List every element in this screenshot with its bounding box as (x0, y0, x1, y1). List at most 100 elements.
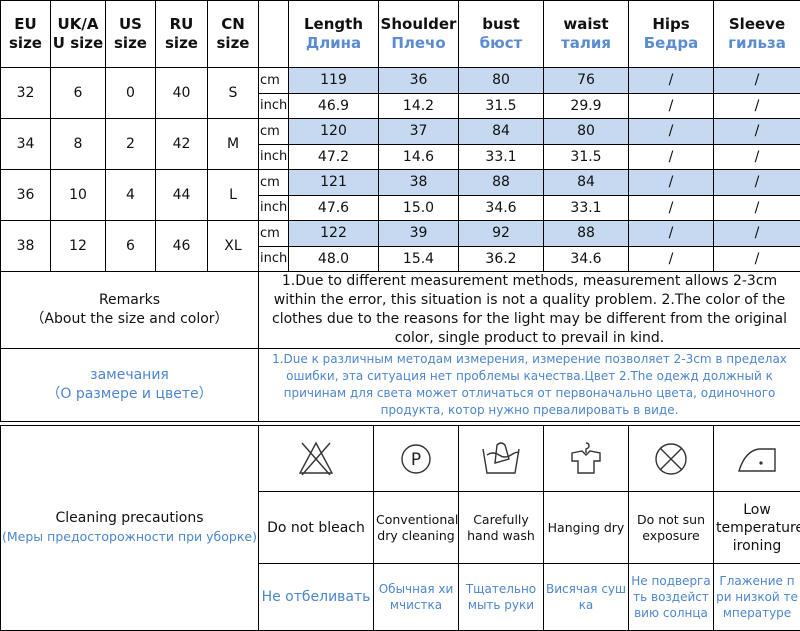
size-ru: 44 (156, 170, 208, 221)
measure-cm-value: 36 (379, 68, 459, 94)
care-icon-cell (544, 426, 629, 492)
size-ru: 42 (156, 119, 208, 170)
size-ru: 46 (156, 221, 208, 272)
label-en: Sleeve (729, 15, 785, 33)
size-us: 2 (106, 119, 156, 170)
cleaning-title: Cleaning precautions (55, 510, 203, 526)
header-ru-size: RU size (156, 1, 208, 68)
hand-wash-icon (459, 439, 543, 479)
size-uk: 12 (51, 221, 106, 272)
measure-inch-value: / (714, 144, 800, 170)
measure-cm-value: / (714, 68, 800, 94)
size-us: 6 (106, 221, 156, 272)
dry-clean-p-icon: P (374, 441, 458, 477)
measure-cm-value: 120 (289, 119, 379, 145)
measure-cm-value: 122 (289, 221, 379, 247)
remarks-ru-row: замечания （О размере и цвете） 1.Due к раз… (1, 349, 800, 422)
cleaning-table: Cleaning precautions(Меры предосторожнос… (0, 425, 800, 631)
size-uk: 8 (51, 119, 106, 170)
cleaning-icon-row: Cleaning precautions(Меры предосторожнос… (1, 426, 800, 492)
care-label-ru: Тщательно мыть руки (459, 564, 544, 631)
measure-inch-value: 29.9 (544, 93, 629, 119)
remarks-title: Remarks (99, 292, 160, 308)
label-en: Hips (652, 15, 689, 33)
measure-cm-value: 80 (459, 68, 544, 94)
care-label: Hanging dry (544, 492, 629, 564)
no-sun-icon (629, 439, 713, 479)
measure-cm-value: / (629, 68, 714, 94)
measure-inch-value: 31.5 (544, 144, 629, 170)
unit-inch: inch (259, 144, 289, 170)
size-eu: 32 (1, 68, 51, 119)
size-eu: 36 (1, 170, 51, 221)
care-label: Low temperature ironing (714, 492, 800, 564)
remarks-subtitle-ru: （О размере и цвете） (46, 386, 212, 402)
label-ru: Бедра (629, 34, 713, 53)
label-ru: гильза (714, 34, 800, 53)
size-cn: XL (208, 221, 259, 272)
measure-cm-value: 80 (544, 119, 629, 145)
remarks-ru-label: замечания （О размере и цвете） (1, 349, 259, 422)
label-en: Shoulder (381, 15, 457, 33)
size-eu: 34 (1, 119, 51, 170)
header-eu-size: EU size (1, 1, 51, 68)
label-ru: талия (544, 34, 628, 53)
care-label-ru: Глажение при низкой температуре (714, 564, 800, 631)
svg-text:P: P (411, 450, 421, 470)
care-label-ru: Висячая сушка (544, 564, 629, 631)
unit-inch: inch (259, 93, 289, 119)
measure-inch-value: 46.9 (289, 93, 379, 119)
measure-inch-value: / (629, 144, 714, 170)
no-bleach-icon (259, 439, 373, 479)
measure-inch-value: / (629, 195, 714, 221)
care-icon-cell: P (374, 426, 459, 492)
remarks-subtitle: （About the size and color） (30, 311, 228, 327)
measure-inch-value: 48.0 (289, 246, 379, 272)
size-uk: 6 (51, 68, 106, 119)
unit-cm: cm (259, 119, 289, 145)
size-ru: 40 (156, 68, 208, 119)
measure-inch-value: 34.6 (459, 195, 544, 221)
measure-inch-value: 34.6 (544, 246, 629, 272)
measure-inch-value: 33.1 (544, 195, 629, 221)
measure-inch-value: 14.6 (379, 144, 459, 170)
size-cn: S (208, 68, 259, 119)
measure-cm-value: 84 (459, 119, 544, 145)
measure-inch-value: 47.6 (289, 195, 379, 221)
care-label-ru: Не отбеливать (259, 564, 374, 631)
remarks-row: Remarks （About the size and color） 1.Due … (1, 272, 800, 349)
measure-inch-value: 33.1 (459, 144, 544, 170)
cleaning-label: Cleaning precautions(Меры предосторожнос… (1, 426, 259, 631)
label-ru: Плечо (379, 34, 458, 53)
unit-cm: cm (259, 68, 289, 94)
label-ru: Длина (289, 34, 378, 53)
remarks-text: 1.Due to different measurement methods, … (259, 272, 800, 349)
measure-cm-value: / (714, 170, 800, 196)
label-ru: бюст (459, 34, 543, 53)
remarks-text-ru: 1.Due к различным методам измерения, изм… (259, 349, 800, 422)
measure-cm-value: 84 (544, 170, 629, 196)
care-label: Do not sun exposure (629, 492, 714, 564)
measure-cm-value: 37 (379, 119, 459, 145)
measure-cm-value: 88 (459, 170, 544, 196)
size-us: 4 (106, 170, 156, 221)
care-icon-cell (459, 426, 544, 492)
remarks-title-ru: замечания (90, 367, 169, 383)
measure-cm-value: 38 (379, 170, 459, 196)
measure-inch-value: 15.0 (379, 195, 459, 221)
label-en: bust (482, 15, 520, 33)
hang-dry-icon (544, 439, 628, 479)
header-row: EU size UK/A U size US size RU size CN s… (1, 1, 800, 68)
size-cn: M (208, 119, 259, 170)
measure-cm-value: / (714, 119, 800, 145)
care-label: Carefully hand wash (459, 492, 544, 564)
header-us-size: US size (106, 1, 156, 68)
